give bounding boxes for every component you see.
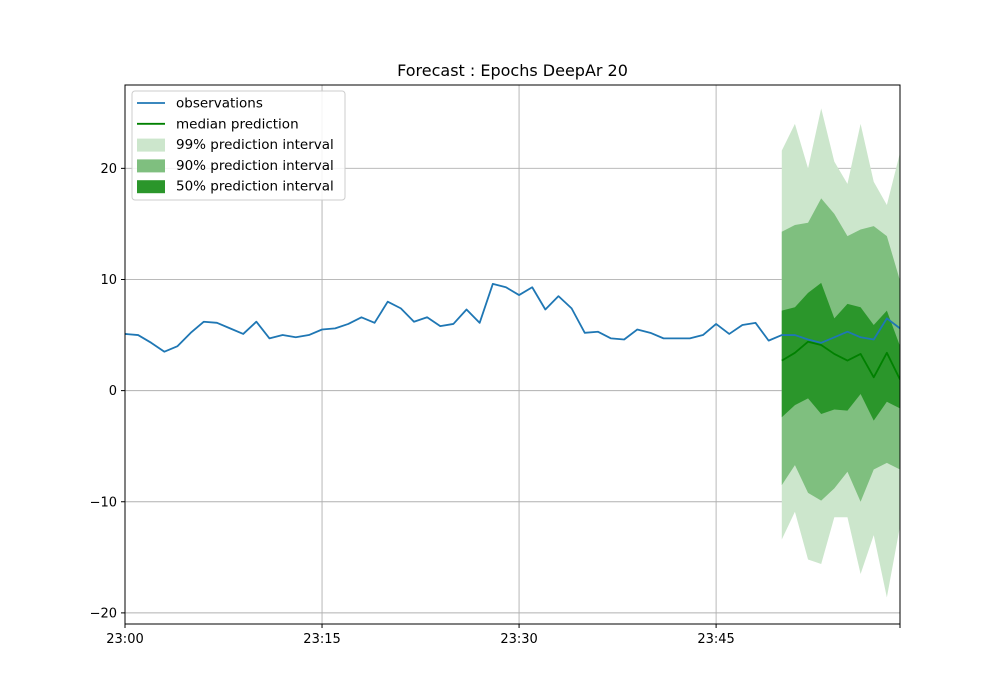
x-tick-label: 23:30 — [500, 632, 537, 647]
legend-label-observations: observations — [176, 96, 263, 112]
legend-label-band50: 50% prediction interval — [176, 179, 334, 195]
plot-area: 23:00 23:15 23:30 23:45 −20 −10 0 10 20 — [90, 84, 901, 647]
legend-box — [131, 90, 346, 201]
observations-line — [125, 283, 900, 353]
chart-title: Forecast : Epochs DeepAr 20 — [397, 61, 628, 80]
legend-label-median: median prediction — [176, 116, 299, 132]
legend-swatch-band90 — [137, 159, 165, 173]
x-tick-label: 23:00 — [106, 632, 143, 647]
legend-label-band99: 99% prediction interval — [176, 137, 334, 153]
y-tick-label: 20 — [100, 162, 117, 177]
legend-label-band90: 90% prediction interval — [176, 158, 334, 174]
legend-swatch-band99 — [137, 138, 165, 152]
y-tick-label: 10 — [100, 273, 117, 288]
band-50-area — [781, 282, 900, 421]
y-tick-label: 0 — [109, 384, 117, 399]
y-tick-label: −10 — [90, 495, 117, 510]
legend-swatch-band50 — [137, 180, 165, 194]
median-prediction-line — [781, 340, 900, 380]
x-tick-label: 23:15 — [303, 632, 340, 647]
y-tick-label: −20 — [90, 606, 117, 621]
x-tick-label: 23:45 — [697, 632, 734, 647]
axes-frame — [124, 84, 901, 625]
legend: observations median prediction 99% predict… — [131, 90, 346, 201]
series-group — [125, 108, 900, 598]
